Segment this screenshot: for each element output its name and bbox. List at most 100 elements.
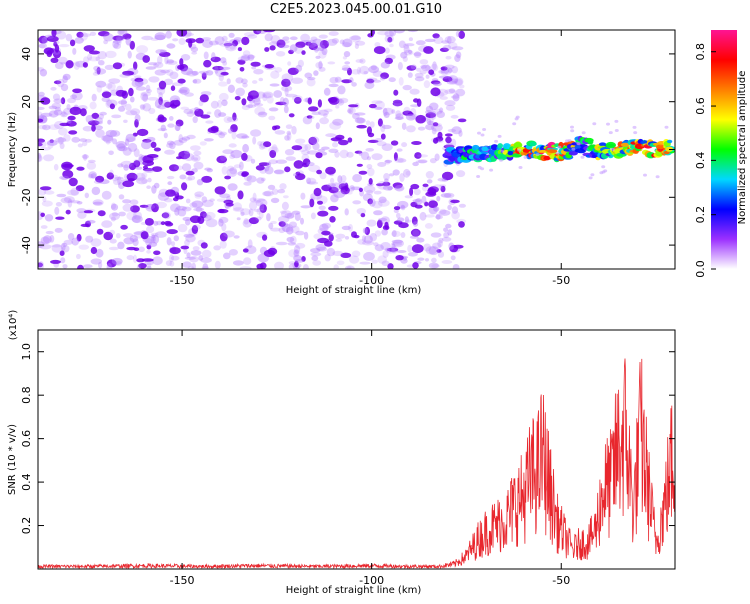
noise-blob <box>143 165 148 170</box>
noise-blob <box>183 153 195 162</box>
noise-blob <box>328 148 339 153</box>
noise-blob <box>220 154 227 161</box>
noise-blob <box>109 169 114 177</box>
noise-blob <box>444 35 456 44</box>
noise-blob <box>224 175 232 180</box>
noise-blob <box>264 166 270 172</box>
noise-blob <box>349 185 355 192</box>
noise-blob <box>403 45 410 54</box>
noise-blob <box>147 177 152 183</box>
noise-blob <box>325 133 337 138</box>
noise-blob <box>435 213 441 220</box>
noise-blob <box>451 78 459 83</box>
noise-blob <box>377 118 383 127</box>
noise-blob <box>253 30 262 35</box>
noise-blob <box>403 49 414 56</box>
noise-blob <box>342 56 347 60</box>
noise-blob <box>266 96 274 104</box>
noise-blob <box>366 219 377 227</box>
noise-blob <box>438 209 451 216</box>
colorbar-label: Normalized spectral amplitude <box>737 71 748 225</box>
noise-blob <box>49 235 55 243</box>
noise-blob <box>85 115 94 123</box>
noise-blob <box>447 204 452 211</box>
noise-blob <box>41 36 49 44</box>
noise-blob <box>441 40 450 44</box>
signal-blob <box>571 147 576 151</box>
y-tick-label: 40 <box>20 47 33 61</box>
noise-blob <box>286 236 295 243</box>
noise-blob <box>315 152 323 159</box>
noise-blob <box>227 128 233 134</box>
noise-blob <box>394 116 404 120</box>
noise-blob <box>332 118 344 126</box>
noise-blob <box>268 222 274 230</box>
noise-blob <box>201 175 213 183</box>
noise-blob <box>130 96 135 103</box>
noise-blob <box>340 175 347 183</box>
noise-blob <box>424 201 429 207</box>
noise-blob <box>454 77 464 86</box>
y-axis-label: Frequency (Hz) <box>7 112 18 188</box>
noise-blob <box>285 226 294 235</box>
noise-blob <box>405 219 412 223</box>
noise-blob <box>218 132 226 139</box>
noise-blob <box>133 160 141 168</box>
noise-blob <box>295 173 306 181</box>
noise-blob <box>393 30 405 34</box>
noise-blob <box>443 66 452 75</box>
noise-blob <box>194 191 205 197</box>
noise-blob <box>318 66 326 72</box>
noise-blob <box>356 124 367 129</box>
noise-blob <box>113 43 121 50</box>
noise-blob <box>300 33 310 43</box>
noise-blob <box>79 138 88 142</box>
noise-blob <box>319 117 329 125</box>
noise-blob <box>416 154 429 158</box>
noise-blob <box>346 151 354 158</box>
noise-blob <box>300 205 312 209</box>
noise-blob <box>164 220 172 225</box>
noise-blob <box>179 86 190 95</box>
noise-blob <box>162 211 171 220</box>
noise-blob <box>425 246 437 255</box>
noise-blob <box>76 253 81 260</box>
noise-blob <box>442 171 454 181</box>
noise-blob <box>374 100 385 110</box>
noise-blob <box>275 51 286 57</box>
noise-blob <box>210 100 219 109</box>
noise-blob <box>262 91 274 99</box>
noise-blob <box>326 38 338 46</box>
noise-blob <box>122 203 134 212</box>
noise-blob <box>165 260 172 266</box>
noise-blob <box>232 207 245 212</box>
noise-blob <box>223 116 232 124</box>
noise-blob <box>186 252 191 259</box>
noise-blob <box>221 223 227 232</box>
noise-blob <box>243 218 249 225</box>
noise-blob <box>133 159 140 166</box>
signal-blob <box>611 148 615 151</box>
noise-blob <box>225 43 237 52</box>
noise-blob <box>428 246 439 256</box>
noise-blob <box>101 220 113 228</box>
noise-blob <box>166 140 175 146</box>
noise-blob <box>401 122 407 130</box>
noise-blob <box>48 105 58 110</box>
noise-blob <box>335 104 340 109</box>
noise-blob <box>388 77 396 83</box>
noise-blob <box>142 55 150 63</box>
noise-blob <box>454 54 461 62</box>
noise-blob <box>109 229 115 236</box>
noise-blob <box>76 233 82 242</box>
noise-blob <box>47 35 54 39</box>
noise-blob <box>71 91 83 101</box>
noise-blob <box>232 112 237 121</box>
noise-blob <box>180 245 190 250</box>
noise-blob <box>41 200 53 207</box>
noise-blob <box>83 154 88 161</box>
noise-blob <box>241 78 248 85</box>
noise-blob <box>195 206 203 213</box>
noise-blob <box>82 62 88 68</box>
noise-blob <box>235 87 245 97</box>
